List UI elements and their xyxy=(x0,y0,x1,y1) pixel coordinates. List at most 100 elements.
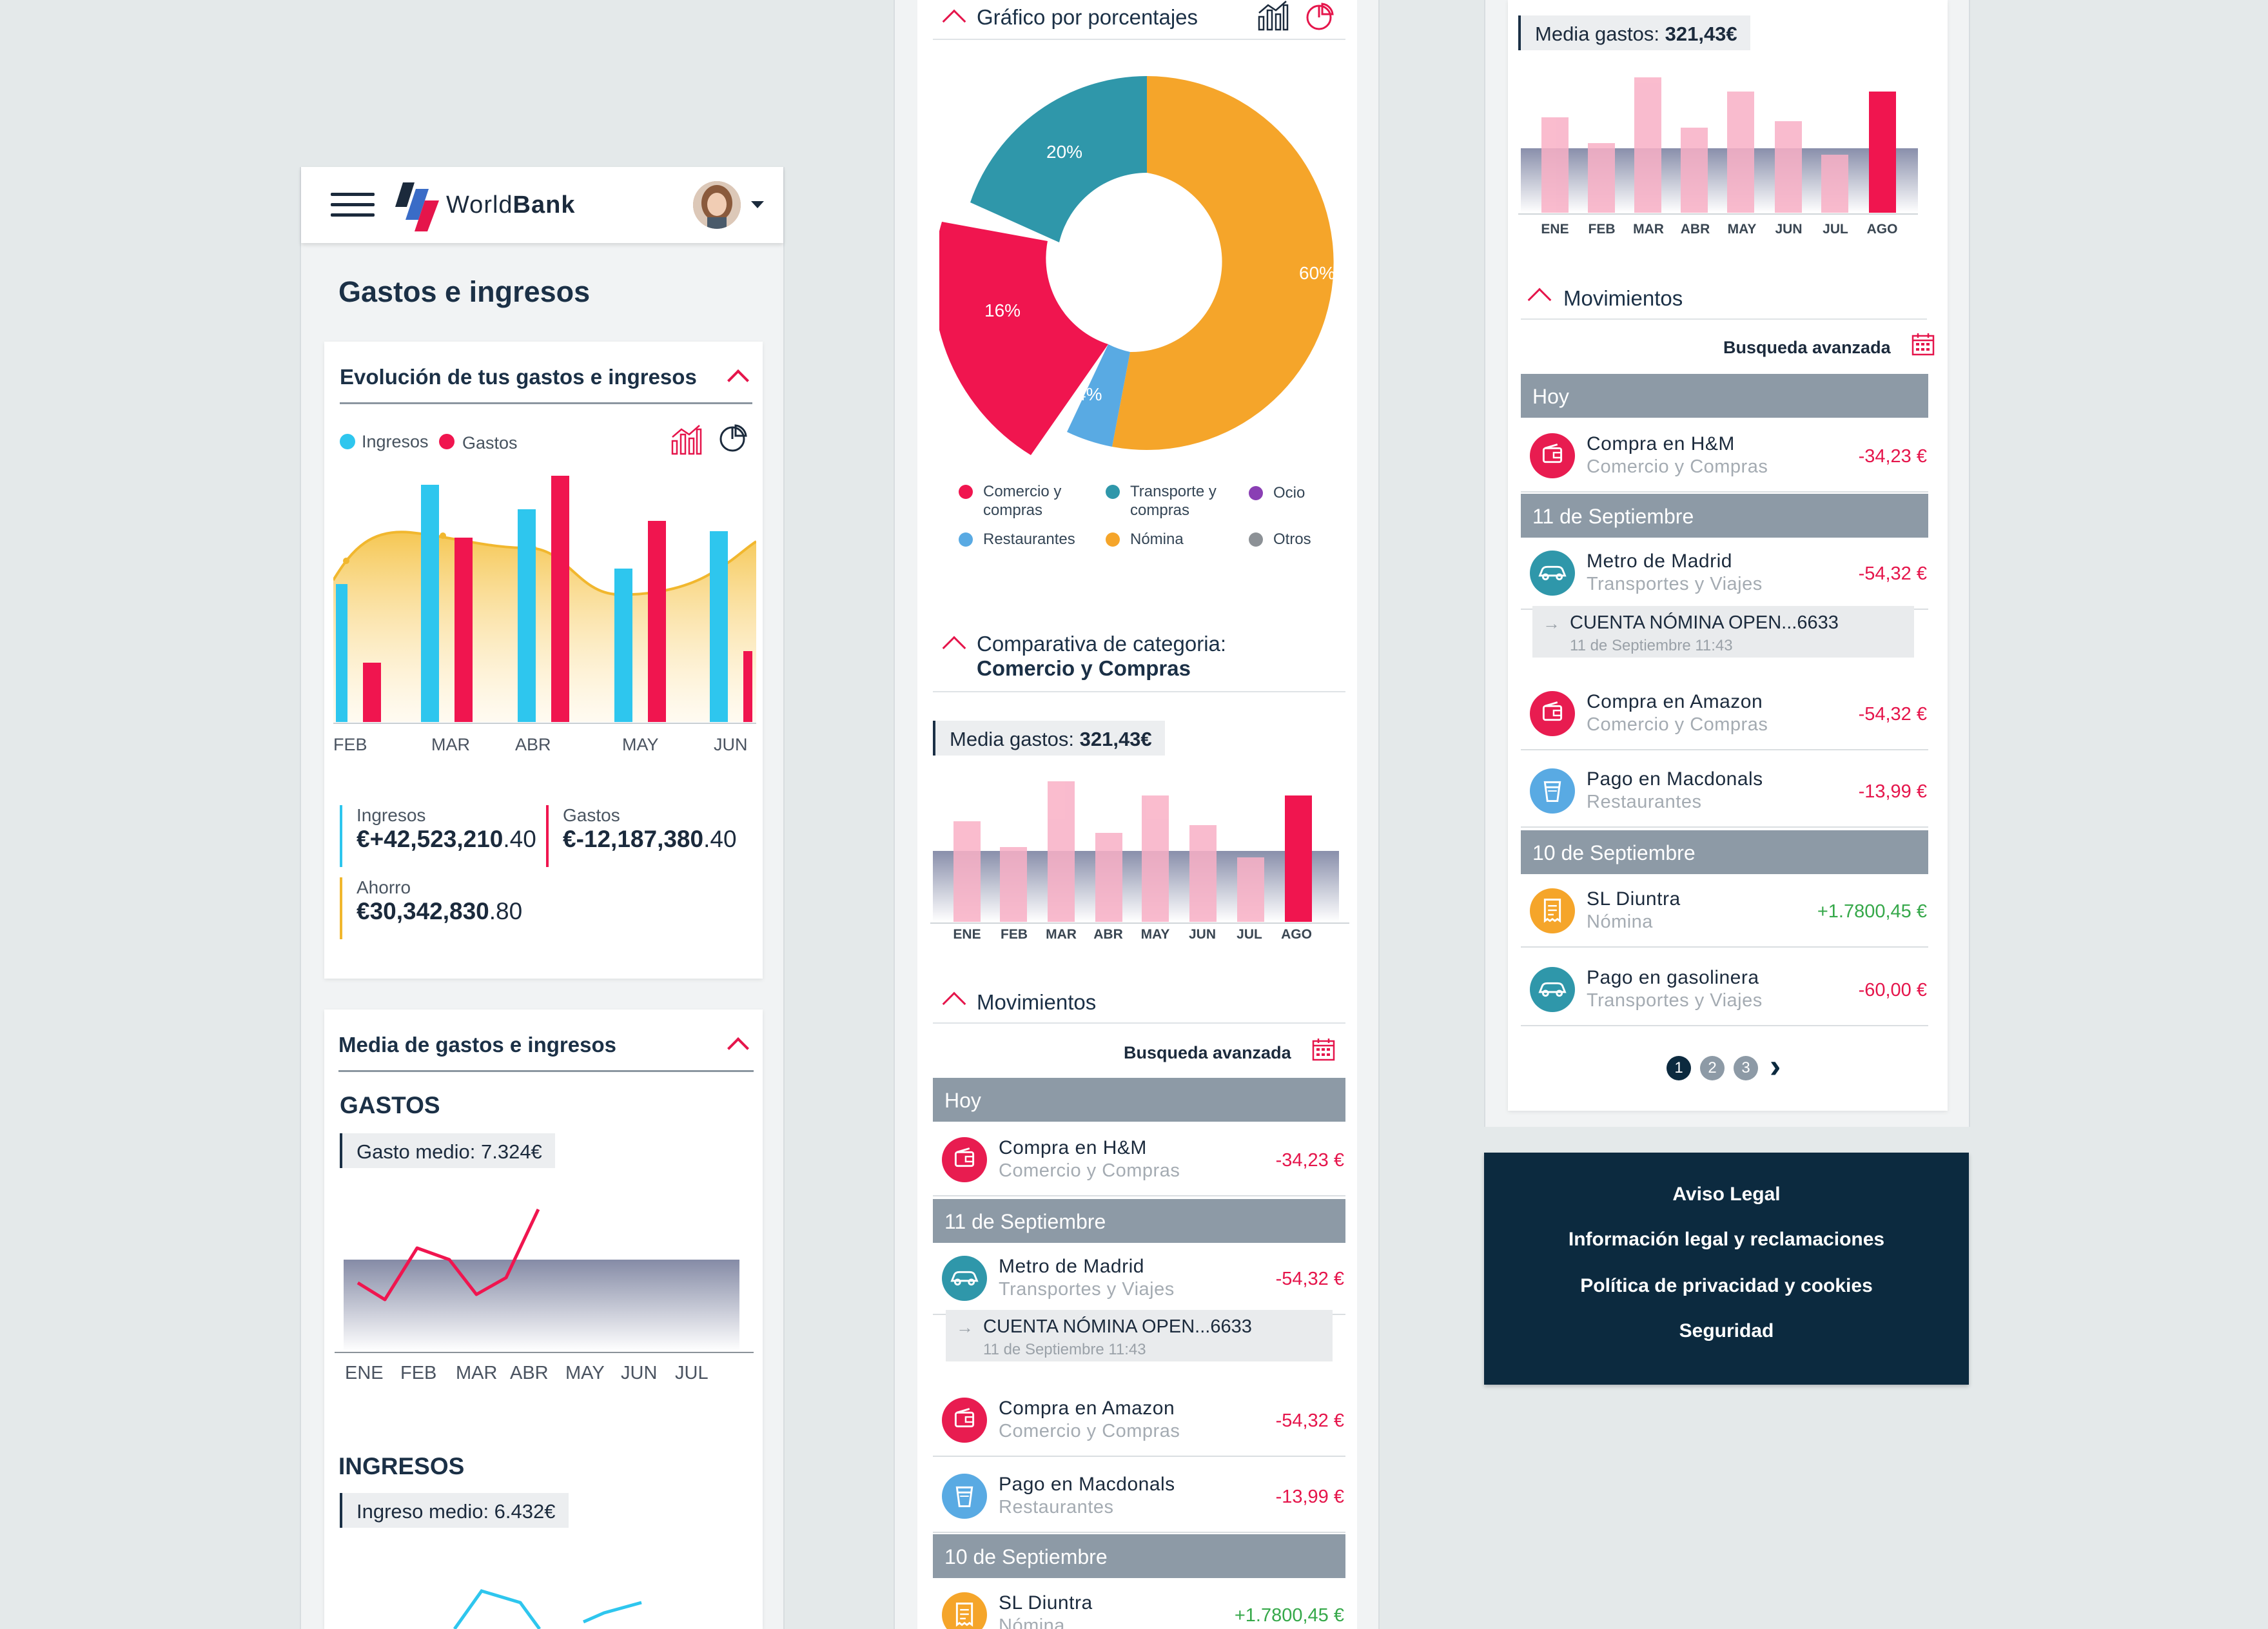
calendar-icon[interactable] xyxy=(1911,333,1935,356)
transaction-row[interactable]: Compra en H&M Comercio y Compras -34,23 € xyxy=(933,1122,1345,1196)
chevron-down-icon[interactable] xyxy=(751,201,764,208)
card-media: Media de gastos e ingresos GASTOS Gasto … xyxy=(324,1010,763,1629)
day-header: 10 de Septiembre xyxy=(933,1534,1345,1578)
wallet-icon xyxy=(1530,691,1575,736)
transaction-row[interactable]: Metro de Madrid Transportes y Viajes -54,3… xyxy=(933,1240,1345,1315)
linked-transfer[interactable]: → CUENTA NÓMINA OPEN...6633 11 de Septiemb… xyxy=(946,1310,1333,1361)
x-label: ENE xyxy=(1541,222,1569,237)
receipt-icon xyxy=(942,1592,987,1629)
gastos-section-label: GASTOS xyxy=(340,1092,440,1118)
transaction-name: Pago en gasolinera xyxy=(1587,967,1759,988)
car-icon xyxy=(942,1256,987,1301)
bar-chart-icon[interactable] xyxy=(1256,0,1289,31)
transaction-amount: -54,32 € xyxy=(1858,704,1927,725)
receipt-icon xyxy=(1530,888,1575,933)
movimientos-title: Movimientos xyxy=(1563,286,1683,310)
x-label: JUL xyxy=(675,1363,709,1383)
chevron-up-icon[interactable] xyxy=(942,636,966,660)
pie-chart-icon[interactable] xyxy=(719,423,748,453)
x-label: MAR xyxy=(1046,927,1077,942)
transaction-row[interactable]: SL Diuntra Nómina +1.7800,45 € xyxy=(1521,873,1928,948)
panel-overview: WorldBank Gastos e ingresos Evolución de… xyxy=(300,167,785,1629)
x-label: JUL xyxy=(1823,222,1848,237)
top-bar: WorldBank xyxy=(301,167,783,243)
transaction-row[interactable]: Compra en Amazon Comercio y Compras -54,32… xyxy=(933,1382,1345,1457)
advanced-search-link[interactable]: Busqueda avanzada xyxy=(1723,338,1891,357)
transaction-category: Comercio y Compras xyxy=(999,1421,1180,1441)
transaction-amount: -34,23 € xyxy=(1275,1150,1344,1171)
transaction-amount: -60,00 € xyxy=(1858,980,1927,1000)
transaction-name: Pago en Macdonals xyxy=(999,1474,1175,1495)
gastos-x-axis: ENE FEB MAR ABR MAY JUN JUL xyxy=(324,1010,763,1396)
transaction-row[interactable]: Pago en Macdonals Restaurantes -13,99 € xyxy=(1521,753,1928,828)
transaction-amount: -13,99 € xyxy=(1275,1487,1344,1507)
linked-transfer[interactable]: → CUENTA NÓMINA OPEN...6633 11 de Septiemb… xyxy=(1532,606,1914,658)
media-gastos-pill: Media gastos: 321,43€ xyxy=(1518,15,1750,50)
menu-icon[interactable] xyxy=(301,167,385,243)
panel-details: Gráfico por porcentajes 60% 20% 16% xyxy=(894,0,1380,1629)
car-icon xyxy=(1530,967,1575,1012)
page-1[interactable]: 1 xyxy=(1667,1056,1691,1080)
pie-chart-icon[interactable] xyxy=(1305,1,1335,31)
transaction-row[interactable]: SL Diuntra Nómina +1.7800,45 € xyxy=(933,1577,1345,1629)
transaction-category: Nómina xyxy=(1587,912,1653,932)
transaction-category: Comercio y Compras xyxy=(1587,456,1768,477)
chevron-up-icon[interactable] xyxy=(942,991,966,1016)
bar-chart-icon[interactable] xyxy=(670,424,702,455)
donut-chart xyxy=(939,76,1334,455)
transfer-date: 11 de Septiembre 11:43 xyxy=(1570,637,1733,654)
chevron-up-icon[interactable] xyxy=(942,9,966,34)
page-2[interactable]: 2 xyxy=(1700,1056,1725,1080)
x-label-feb: FEB xyxy=(333,735,367,754)
day-header: Hoy xyxy=(933,1078,1345,1122)
calendar-icon[interactable] xyxy=(1312,1038,1335,1061)
footer-link-legal[interactable]: Información legal y reclamaciones xyxy=(1568,1229,1885,1250)
card-evolucion: Evolución de tus gastos e ingresos Ingre… xyxy=(324,342,763,979)
legend-ingresos: Ingresos xyxy=(362,432,429,451)
ingreso-medio-pill: Ingreso medio: 6.432€ xyxy=(340,1493,569,1528)
card-title: Media de gastos e ingresos xyxy=(338,1033,616,1057)
brand-name: WorldBank xyxy=(446,191,576,219)
transaction-name: Compra en H&M xyxy=(999,1137,1147,1158)
page-3[interactable]: 3 xyxy=(1734,1056,1758,1080)
footer-link-seguridad[interactable]: Seguridad xyxy=(1679,1320,1774,1341)
movimientos-title: Movimientos xyxy=(977,990,1097,1014)
details-content: Gráfico por porcentajes 60% 20% 16% xyxy=(917,0,1357,1629)
comparativa-bar-chart xyxy=(930,781,1349,924)
transfer-date: 11 de Septiembre 11:43 xyxy=(983,1341,1146,1358)
avatar[interactable] xyxy=(693,181,741,229)
transaction-name: Compra en Amazon xyxy=(1587,691,1763,712)
transaction-row[interactable]: Metro de Madrid Transportes y Viajes -54,3… xyxy=(1521,535,1928,610)
advanced-search-link[interactable]: Busqueda avanzada xyxy=(1124,1043,1291,1062)
chevron-up-icon[interactable] xyxy=(1527,288,1552,312)
arrow-right-icon: → xyxy=(1543,614,1560,633)
transaction-amount: +1.7800,45 € xyxy=(1234,1605,1344,1626)
transaction-category: Transportes y Viajes xyxy=(1587,990,1763,1011)
transfer-account: CUENTA NÓMINA OPEN...6633 xyxy=(1570,612,1839,633)
comparativa-bar-chart xyxy=(1518,77,1918,215)
x-label: ENE xyxy=(953,927,981,942)
day-header: 11 de Septiembre xyxy=(933,1199,1345,1243)
transaction-row[interactable]: Pago en Macdonals Restaurantes -13,99 € xyxy=(933,1458,1345,1533)
transaction-row[interactable]: Pago en gasolinera Transportes y Viajes -6… xyxy=(1521,951,1928,1026)
car-icon xyxy=(1530,551,1575,596)
card-title: Evolución de tus gastos e ingresos xyxy=(340,365,697,389)
x-label: MAR xyxy=(1633,222,1664,237)
wallet-icon xyxy=(942,1137,987,1182)
next-page-icon[interactable]: › xyxy=(1770,1048,1781,1085)
transaction-category: Restaurantes xyxy=(999,1497,1114,1517)
day-header: Hoy xyxy=(1521,374,1928,418)
transaction-row[interactable]: Compra en H&M Comercio y Compras -34,23 € xyxy=(1521,418,1928,493)
chevron-up-icon[interactable] xyxy=(727,369,749,391)
x-label: ABR xyxy=(510,1363,549,1383)
ingresos-line-chart xyxy=(453,1589,642,1629)
x-label: JUN xyxy=(621,1363,658,1383)
day-header: 11 de Septiembre xyxy=(1521,494,1928,538)
footer-link-aviso[interactable]: Aviso Legal xyxy=(1672,1184,1781,1205)
x-label: FEB xyxy=(1588,222,1616,237)
transaction-row[interactable]: Compra en Amazon Comercio y Compras -54,32… xyxy=(1521,676,1928,750)
x-label: JUN xyxy=(1775,222,1803,237)
transaction-amount: +1.7800,45 € xyxy=(1817,901,1927,922)
x-label: MAY xyxy=(1140,927,1170,942)
footer-link-privacidad[interactable]: Política de privacidad y cookies xyxy=(1580,1275,1873,1296)
